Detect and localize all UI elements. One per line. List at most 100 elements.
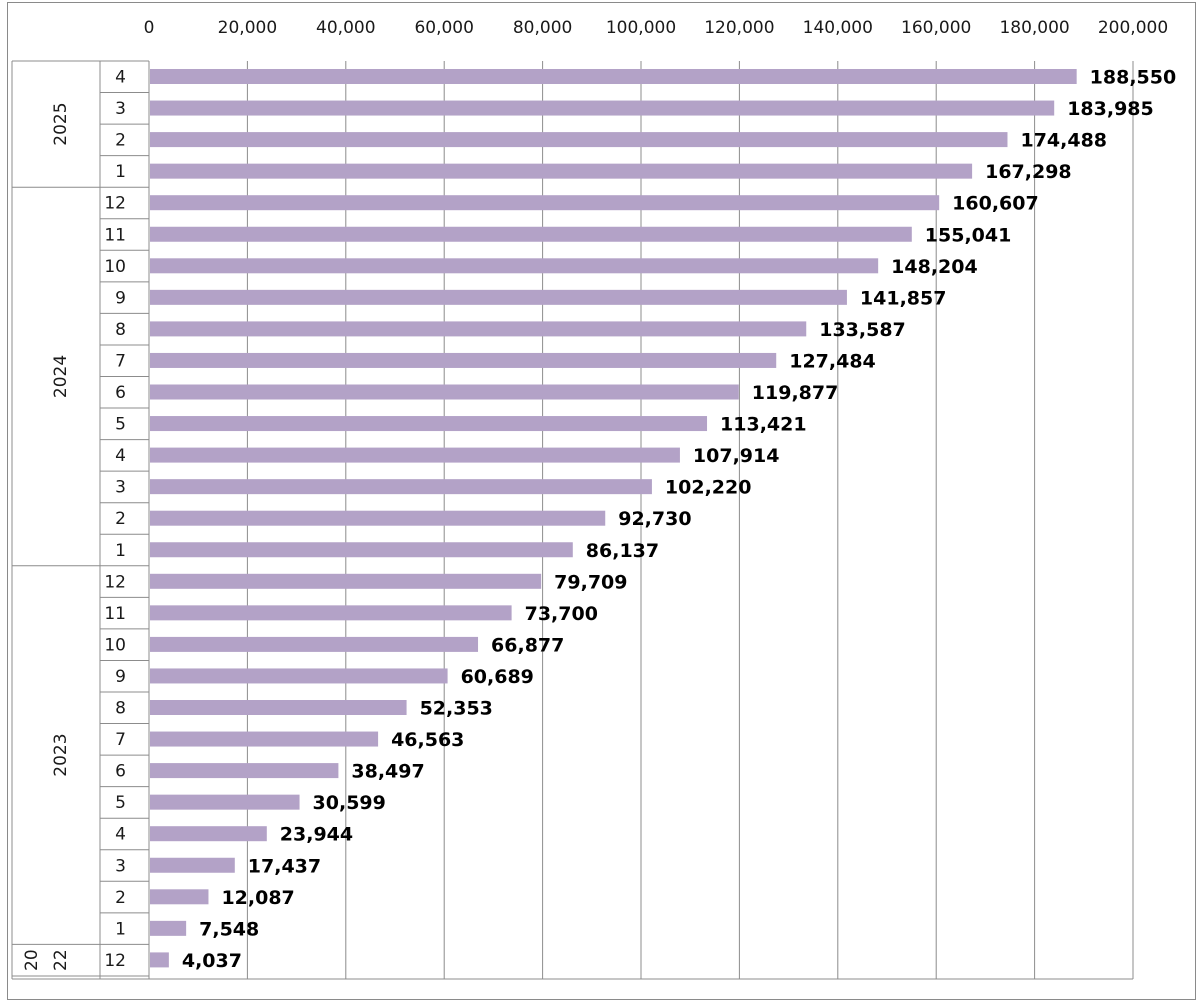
bar <box>150 289 847 305</box>
bar <box>150 889 209 905</box>
data-label: 60,689 <box>461 666 534 688</box>
data-label: 183,985 <box>1067 98 1154 120</box>
month-label: 2 <box>115 509 126 529</box>
data-label: 188,550 <box>1090 67 1177 89</box>
data-label: 133,587 <box>819 319 906 341</box>
bar <box>150 447 680 463</box>
data-label: 4,037 <box>182 950 242 972</box>
month-label: 1 <box>115 919 126 939</box>
bar <box>150 763 339 779</box>
bar <box>150 731 379 747</box>
month-label: 4 <box>115 446 126 466</box>
x-tick-label: 0 <box>144 18 155 38</box>
month-label: 6 <box>115 383 126 403</box>
bar <box>150 226 912 242</box>
data-label: 102,220 <box>665 477 752 499</box>
data-label: 141,857 <box>860 287 947 309</box>
month-label: 3 <box>115 478 126 498</box>
bar <box>150 668 448 684</box>
month-label: 1 <box>115 162 126 182</box>
month-label: 10 <box>104 635 126 655</box>
month-label: 2 <box>115 888 126 908</box>
bar <box>150 826 267 842</box>
x-tick-label: 160,000 <box>901 18 971 38</box>
data-label: 86,137 <box>586 540 659 562</box>
x-tick-label: 20,000 <box>218 18 277 38</box>
month-label: 11 <box>104 225 126 245</box>
bar <box>150 384 739 400</box>
month-label: 8 <box>115 699 126 719</box>
data-label: 52,353 <box>420 698 493 720</box>
data-label: 155,041 <box>925 224 1012 246</box>
bar <box>150 195 940 211</box>
month-label: 12 <box>104 951 126 971</box>
data-label: 113,421 <box>720 414 807 436</box>
bar <box>150 636 479 652</box>
bar <box>150 794 300 810</box>
x-tick-label: 100,000 <box>606 18 676 38</box>
data-label: 23,944 <box>280 824 353 846</box>
month-label: 9 <box>115 667 126 687</box>
x-tick-label: 120,000 <box>704 18 774 38</box>
month-label: 4 <box>115 68 126 88</box>
bar <box>150 69 1077 84</box>
data-label: 66,877 <box>491 634 564 656</box>
year-label: 2023 <box>51 733 71 776</box>
data-label: 107,914 <box>693 445 780 467</box>
data-label: 30,599 <box>313 792 386 814</box>
data-label: 12,087 <box>221 887 294 909</box>
bar <box>150 163 973 179</box>
month-label: 7 <box>115 351 126 371</box>
data-label: 167,298 <box>985 161 1072 183</box>
data-label: 46,563 <box>391 729 464 751</box>
month-label: 9 <box>115 288 126 308</box>
month-label: 10 <box>104 257 126 277</box>
bar <box>150 573 542 589</box>
month-label: 1 <box>115 541 126 561</box>
year-label: 2025 <box>51 102 71 145</box>
bar <box>150 952 169 968</box>
data-label: 17,437 <box>248 855 321 877</box>
data-label: 73,700 <box>525 603 598 625</box>
month-label: 3 <box>115 99 126 119</box>
month-label: 6 <box>115 762 126 782</box>
x-tick-label: 140,000 <box>803 18 873 38</box>
bar <box>150 479 652 495</box>
data-label: 119,877 <box>752 382 839 404</box>
bar <box>150 542 573 558</box>
month-label: 2 <box>115 131 126 151</box>
data-label: 38,497 <box>351 761 424 783</box>
x-tick-label: 180,000 <box>999 18 1069 38</box>
data-label: 160,607 <box>952 193 1039 215</box>
month-label: 12 <box>104 194 126 214</box>
data-label: 174,488 <box>1020 130 1107 152</box>
data-label: 148,204 <box>891 256 978 278</box>
bar <box>150 857 235 873</box>
bar <box>150 321 807 337</box>
year-label: 22 <box>51 949 71 971</box>
x-tick-label: 60,000 <box>414 18 473 38</box>
month-label: 3 <box>115 856 126 876</box>
bar <box>150 258 879 274</box>
x-tick-label: 40,000 <box>316 18 375 38</box>
data-label: 92,730 <box>618 508 691 530</box>
bar <box>150 352 777 368</box>
month-label: 7 <box>115 730 126 750</box>
data-label: 7,548 <box>199 918 259 940</box>
x-tick-label: 200,000 <box>1098 18 1168 38</box>
bar <box>150 416 708 432</box>
month-label: 12 <box>104 572 126 592</box>
month-label: 5 <box>115 793 126 813</box>
month-label: 4 <box>115 825 126 845</box>
bar <box>150 100 1055 116</box>
year-label: 2024 <box>51 355 71 398</box>
bar <box>150 132 1008 148</box>
month-label: 8 <box>115 320 126 340</box>
bar <box>150 605 512 621</box>
bar <box>150 920 187 936</box>
bar <box>150 700 407 715</box>
year-label: 20 <box>22 949 42 971</box>
month-label: 11 <box>104 604 126 624</box>
month-label: 5 <box>115 415 126 435</box>
